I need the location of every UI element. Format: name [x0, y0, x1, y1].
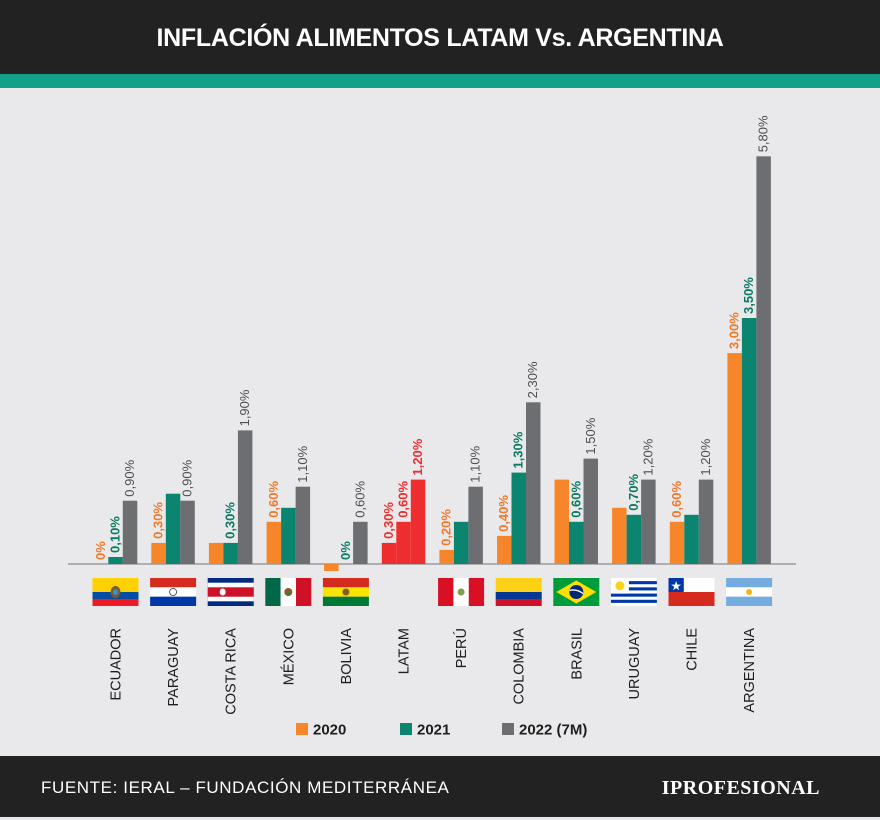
header-bar: INFLACIÓN ALIMENTOS LATAM Vs. ARGENTINA	[0, 0, 880, 74]
data-label-ecuador-2022-7m: 0,90%	[122, 459, 137, 496]
bar-colombia-2020	[497, 535, 512, 564]
source-note: FUENTE: IERAL – FUNDACIÓN MEDITERRÁNEA	[41, 778, 450, 797]
bar-latam-2022-7m	[410, 479, 426, 564]
data-label-uruguay-2021: 0,70%	[626, 473, 641, 510]
legend-label-2020: 2020	[313, 722, 346, 739]
data-label-argentina-2022-7m: 5,80%	[756, 115, 771, 152]
data-label-brasil-2022-7m: 1,50%	[583, 417, 598, 454]
bar-brasil-2020	[554, 479, 569, 564]
category-label-costa-rica: COSTA RICA	[224, 628, 240, 715]
data-label-paraguay-2022-7m: 0,90%	[180, 459, 195, 496]
bar-latam-2020	[381, 542, 397, 564]
bar-chart: 0% 0,10%0,90%ECUADOR0,30%0,90%PARAGUAY0,3…	[68, 115, 796, 739]
bar-peru-2022-7m	[468, 486, 483, 564]
data-label-ecuador-2020: 0%	[93, 541, 108, 560]
data-label-argentina-2021: 3,50%	[741, 277, 756, 314]
bar-peru-2020	[439, 549, 454, 564]
bar-colombia-2021	[511, 472, 526, 564]
legend-swatch-2020	[296, 723, 308, 735]
bar-uruguay-2021	[626, 514, 642, 564]
bolivia-flag	[322, 578, 369, 606]
bar-argentina-2022-7m	[756, 156, 771, 565]
legend-swatch-2022-7m	[502, 723, 514, 735]
data-label-colombia-2022-7m: 2,30%	[525, 361, 540, 398]
category-label-bolivia: BOLIVIA	[339, 628, 355, 685]
ecuador-flag	[92, 578, 139, 606]
category-label-mexico: MÉXICO	[280, 628, 297, 685]
legend-swatch-2021	[400, 723, 412, 735]
data-label-bolivia-2022-7m: 0,60%	[352, 480, 367, 517]
bar-ecuador-2021	[108, 557, 123, 564]
data-label-argentina-2020: 3,00%	[727, 312, 742, 349]
bar-paraguay-2022-7m	[180, 500, 195, 564]
category-label-peru: PERÚ	[453, 628, 470, 668]
peru-flag	[438, 578, 485, 606]
category-label-chile: CHILE	[685, 628, 701, 671]
bar-uruguay-2022-7m	[641, 479, 656, 564]
category-label-latam: LATAM	[397, 628, 413, 674]
bar-costa-rica-2022-7m	[237, 430, 253, 564]
category-label-colombia: COLOMBIA	[512, 628, 528, 705]
bar-paraguay-2021	[165, 493, 181, 564]
bar-colombia-2022-7m	[526, 402, 541, 564]
footer-bar: FUENTE: IERAL – FUNDACIÓN MEDITERRÁNEA I…	[0, 756, 880, 817]
paraguay-flag	[150, 578, 197, 606]
data-label-mexico-2022-7m: 1,10%	[295, 445, 310, 482]
category-label-ecuador: ECUADOR	[109, 628, 125, 701]
data-label-ecuador-2021: 0,10%	[108, 516, 123, 553]
data-label-bolivia-2021: 0%	[338, 541, 353, 560]
data-label-costa-rica-2021: 0,30%	[223, 502, 238, 539]
bar-mexico-2022-7m	[295, 486, 311, 564]
data-label-chile-2022-7m: 1,20%	[698, 438, 713, 475]
data-label-peru-2022-7m: 1,10%	[468, 445, 483, 482]
bar-peru-2021	[453, 521, 469, 564]
bar-argentina-2021	[741, 318, 757, 564]
brand-logo: IPROFESIONAL	[661, 777, 820, 799]
bar-paraguay-2020	[151, 542, 166, 564]
bar-costa-rica-2020	[208, 542, 224, 564]
legend-label-2022-7m: 2022 (7M)	[519, 722, 587, 739]
accent-strip	[0, 74, 880, 88]
data-label-colombia-2020: 0,40%	[496, 495, 511, 532]
legend-label-2021: 2021	[417, 722, 450, 739]
bar-chile-2021	[684, 514, 699, 564]
colombia-flag	[495, 578, 542, 606]
bar-latam-2021	[396, 521, 411, 564]
data-label-paraguay-2020: 0,30%	[151, 502, 166, 539]
data-label-latam-2021: 0,60%	[396, 480, 411, 517]
bar-ecuador-2022-7m	[122, 500, 138, 564]
data-label-chile-2020: 0,60%	[669, 480, 684, 517]
data-label-colombia-2021: 1,30%	[511, 431, 526, 468]
bar-mexico-2021	[281, 507, 296, 564]
bar-bolivia-2020	[324, 564, 339, 571]
data-label-latam-2022-7m: 1,20%	[410, 438, 425, 475]
brazil-flag	[553, 578, 600, 606]
data-label-brasil-2021: 0,60%	[568, 480, 583, 517]
category-label-uruguay: URUGUAY	[627, 628, 643, 700]
uruguay-flag	[610, 578, 657, 606]
data-label-costa-rica-2022-7m: 1,90%	[237, 389, 252, 426]
data-label-latam-2020: 0,30%	[381, 502, 396, 539]
bar-argentina-2020	[727, 353, 742, 564]
bar-costa-rica-2021	[223, 542, 238, 564]
bar-uruguay-2020	[612, 507, 627, 564]
category-label-argentina: ARGENTINA	[742, 628, 758, 713]
mexico-flag	[265, 578, 312, 606]
argentina-flag	[726, 578, 773, 606]
data-label-peru-2020: 0,20%	[439, 509, 454, 546]
chart-title: INFLACIÓN ALIMENTOS LATAM Vs. ARGENTINA	[156, 24, 724, 52]
data-label-mexico-2020: 0,60%	[266, 480, 281, 517]
chile-flag	[668, 578, 715, 606]
data-label-uruguay-2022-7m: 1,20%	[640, 438, 655, 475]
bar-brasil-2021	[569, 521, 584, 564]
bar-chile-2020	[669, 521, 685, 564]
bar-brasil-2022-7m	[583, 458, 598, 564]
category-label-brasil: BRASIL	[569, 628, 585, 680]
category-label-paraguay: PARAGUAY	[166, 628, 182, 707]
bar-bolivia-2022-7m	[353, 521, 368, 564]
bar-mexico-2020	[266, 521, 282, 564]
bar-chile-2022-7m	[698, 479, 714, 564]
costa-rica-flag	[207, 578, 254, 606]
